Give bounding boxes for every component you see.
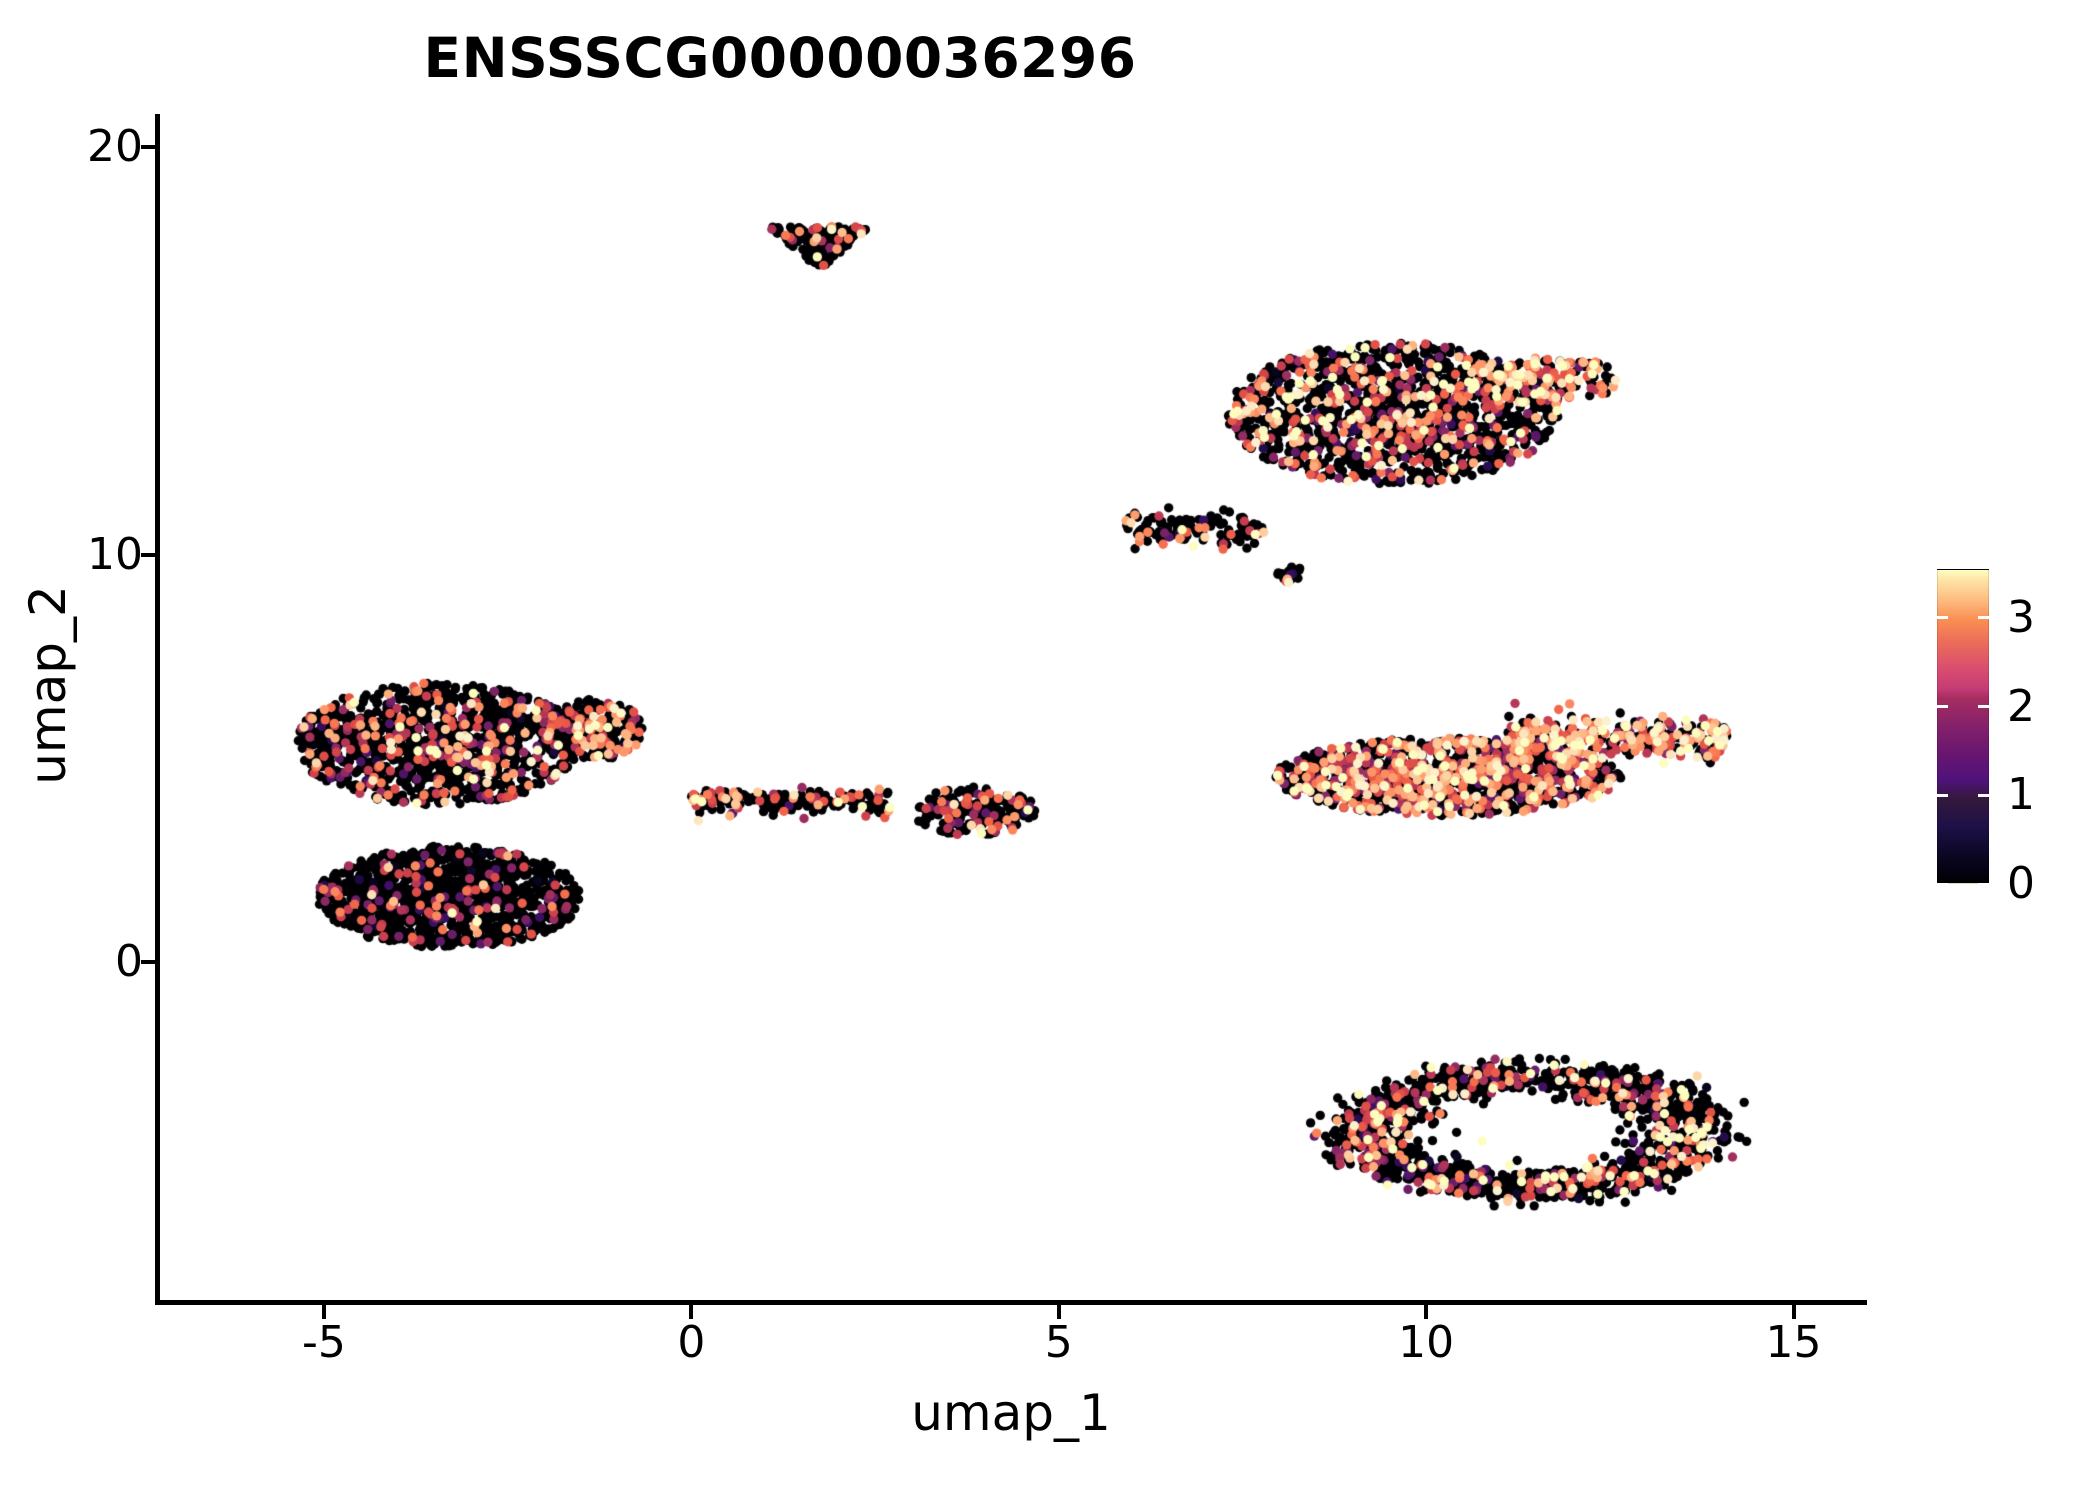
x-tick-mark <box>321 1305 326 1319</box>
colorbar-tick-label: 3 <box>2007 591 2035 643</box>
y-tick-mark <box>141 552 155 557</box>
colorbar-tick-label: 1 <box>2007 769 2035 821</box>
colorbar: 0 1 2 3 <box>1937 569 2035 906</box>
y-axis-label: umap_2 <box>19 585 77 785</box>
x-axis-label: umap_1 <box>911 1384 1111 1442</box>
x-tick-label: 10 <box>1398 1317 1455 1368</box>
colorbar-tick-mark <box>1937 793 1948 797</box>
scatter-plot-canvas <box>155 114 1867 1305</box>
x-tick-mark <box>689 1305 694 1319</box>
x-tick-label: 15 <box>1765 1317 1822 1368</box>
colorbar-tick-mark <box>1978 793 1989 797</box>
x-tick-mark <box>1791 1305 1796 1319</box>
colorbar-tick-mark <box>1937 616 1948 620</box>
x-tick-label: 5 <box>1044 1317 1073 1368</box>
x-tick-mark <box>1424 1305 1429 1319</box>
colorbar-tick-mark <box>1978 705 1989 709</box>
colorbar-tick-mark <box>1978 616 1989 620</box>
colorbar-tick-label: 0 <box>2007 858 2035 909</box>
colorbar-tick-label: 2 <box>2007 680 2035 732</box>
x-tick-label: 0 <box>677 1317 706 1368</box>
y-tick-label: 10 <box>87 528 143 580</box>
y-tick-mark <box>141 960 155 965</box>
colorbar-tick-mark <box>1937 705 1948 709</box>
colorbar-gradient <box>1937 569 1989 884</box>
x-tick-mark <box>1056 1305 1061 1319</box>
y-tick-mark <box>141 144 155 149</box>
y-tick-label: 0 <box>115 936 143 988</box>
x-tick-label: -5 <box>302 1317 346 1368</box>
y-tick-label: 20 <box>87 120 143 172</box>
colorbar-tick-mark <box>1978 882 1989 886</box>
plot-axes: 0 10 20 -5 0 5 10 15 <box>87 114 1867 1365</box>
page-title: ENSSSCG00000036296 <box>423 26 1137 90</box>
colorbar-tick-mark <box>1937 882 1948 886</box>
